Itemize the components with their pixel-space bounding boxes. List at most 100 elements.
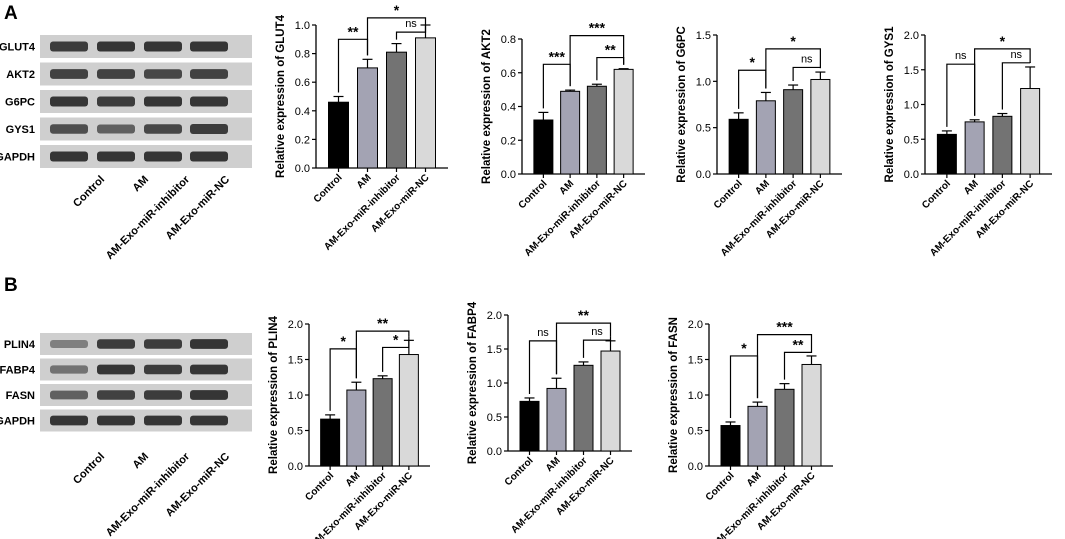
bar-2 bbox=[774, 388, 795, 467]
y-tick-label: 2.0 bbox=[688, 319, 703, 331]
significance-label: * bbox=[341, 333, 347, 349]
y-tick-label: 1.0 bbox=[288, 390, 303, 402]
blot-band bbox=[144, 124, 182, 134]
blot-band bbox=[50, 415, 88, 426]
significance-bracket bbox=[355, 330, 410, 379]
chart-g6pc: 0.0 0.5 1.0 1.5 Relative expression of G6PC C… bbox=[676, 26, 842, 259]
blot-row-label: AKT2 bbox=[6, 69, 35, 81]
blot-lane-label: Control bbox=[71, 451, 107, 487]
blot-row-label: GYS1 bbox=[6, 124, 35, 136]
y-tick-label: 0.5 bbox=[696, 123, 711, 135]
bar-3 bbox=[600, 350, 621, 452]
y-tick-label: 0.4 bbox=[295, 106, 310, 118]
bar-charts: 0.0 0.2 0.4 0.6 0.8 1.0 Relative expression of… bbox=[268, 2, 1052, 539]
blot-band bbox=[144, 415, 182, 426]
bar-2 bbox=[992, 115, 1013, 175]
blot-band bbox=[50, 96, 88, 107]
blot-band bbox=[97, 41, 135, 52]
bar-0 bbox=[728, 118, 749, 175]
y-tick-label: 1.5 bbox=[288, 355, 303, 367]
blot-row-label: PLIN4 bbox=[4, 339, 36, 351]
bar-1 bbox=[546, 387, 567, 452]
bar-1 bbox=[964, 121, 985, 175]
y-tick-label: 0.5 bbox=[487, 412, 502, 424]
blot-lane-label: AM bbox=[131, 174, 152, 195]
bar-3 bbox=[810, 78, 831, 175]
blot-band bbox=[50, 41, 88, 52]
x-tick-label: Control bbox=[517, 178, 550, 211]
y-axis-title: Relative expression of AKT2 bbox=[481, 29, 493, 184]
significance-label: * bbox=[750, 54, 756, 70]
chart-gys1: 0.0 0.5 1.0 1.5 2.0 Relative expression of GY… bbox=[884, 26, 1052, 259]
blot-band bbox=[144, 339, 182, 349]
y-tick-label: 1.5 bbox=[688, 355, 703, 367]
significance-label: ** bbox=[793, 336, 804, 352]
x-tick-label: AM bbox=[753, 178, 772, 197]
significance-bracket bbox=[756, 334, 813, 399]
x-tick-label: AM bbox=[962, 178, 981, 197]
y-tick-label: 0.0 bbox=[487, 446, 502, 458]
blot-band bbox=[50, 390, 88, 400]
x-tick-label: AM bbox=[745, 470, 764, 489]
blot-row-label: FABP4 bbox=[0, 365, 36, 377]
x-tick-label: Control bbox=[303, 470, 336, 503]
bar-3 bbox=[415, 37, 436, 169]
blot-band bbox=[144, 69, 182, 79]
blot-band bbox=[50, 340, 88, 348]
significance-bracket bbox=[582, 336, 612, 358]
panel-label-a: A bbox=[4, 3, 18, 24]
y-tick-label: 0.0 bbox=[501, 169, 516, 181]
panel-label-b: B bbox=[4, 275, 18, 296]
y-tick-label: 1.0 bbox=[295, 20, 310, 32]
blot-band bbox=[97, 96, 135, 107]
x-tick-label: AM bbox=[557, 178, 576, 197]
significance-label: ns bbox=[1010, 49, 1022, 61]
bar-0 bbox=[720, 425, 741, 467]
chart-plin4: 0.0 0.5 1.0 1.5 2.0 Relative expression of PL… bbox=[268, 315, 430, 539]
western-blot-panel-a: GLUT4AKT2G6PCGYS1GAPDHControlAMAM-Exo-mi… bbox=[0, 35, 252, 262]
y-tick-label: 0.2 bbox=[295, 134, 310, 146]
y-axis-title: Relative expression of GYS1 bbox=[884, 26, 896, 183]
x-tick-label: Control bbox=[920, 178, 953, 211]
blot-band bbox=[144, 151, 182, 162]
blot-band bbox=[190, 41, 228, 52]
chart-fasn: 0.0 0.5 1.0 1.5 2.0 Relative expression of FA… bbox=[668, 317, 833, 539]
significance-bracket bbox=[528, 340, 558, 394]
x-tick-label: Control bbox=[312, 172, 345, 205]
y-axis-title: Relative expression of FASN bbox=[668, 317, 680, 473]
x-tick-label: AM bbox=[544, 455, 563, 474]
x-tick-label: Control bbox=[712, 178, 745, 211]
bar-2 bbox=[783, 89, 804, 175]
blot-band bbox=[50, 365, 88, 374]
significance-label: * bbox=[393, 331, 399, 347]
bar-3 bbox=[398, 354, 419, 467]
significance-bracket bbox=[783, 351, 813, 380]
significance-label: ** bbox=[605, 42, 616, 58]
y-tick-label: 2.0 bbox=[904, 30, 919, 42]
y-axis-title: Relative expression of GLUT4 bbox=[275, 14, 287, 178]
bar-0 bbox=[519, 400, 540, 452]
blot-band bbox=[97, 339, 135, 349]
bar-1 bbox=[560, 90, 581, 175]
y-tick-label: 1.0 bbox=[696, 76, 711, 88]
blot-band bbox=[97, 124, 135, 134]
y-tick-label: 0.0 bbox=[696, 169, 711, 181]
x-tick-label: AM bbox=[344, 470, 363, 489]
significance-label: ns bbox=[591, 326, 603, 338]
y-tick-label: 0.0 bbox=[688, 461, 703, 473]
x-tick-label: Control bbox=[503, 455, 536, 488]
blot-band bbox=[97, 364, 135, 375]
blot-band bbox=[50, 151, 88, 162]
blot-band bbox=[190, 390, 228, 400]
blot-band bbox=[144, 390, 182, 400]
significance-label: * bbox=[394, 2, 400, 18]
significance-label: *** bbox=[589, 20, 606, 36]
y-tick-label: 0.4 bbox=[501, 102, 516, 114]
blot-band bbox=[190, 339, 228, 349]
significance-label: * bbox=[790, 33, 796, 49]
y-tick-label: 0.5 bbox=[904, 134, 919, 146]
western-blot-panel-b: PLIN4FABP4FASNGAPDHControlAMAM-Exo-miR-i… bbox=[0, 333, 252, 539]
bar-3 bbox=[613, 68, 634, 175]
chart-fabp4: 0.0 0.5 1.0 1.5 2.0 Relative expression of FA… bbox=[467, 301, 632, 536]
